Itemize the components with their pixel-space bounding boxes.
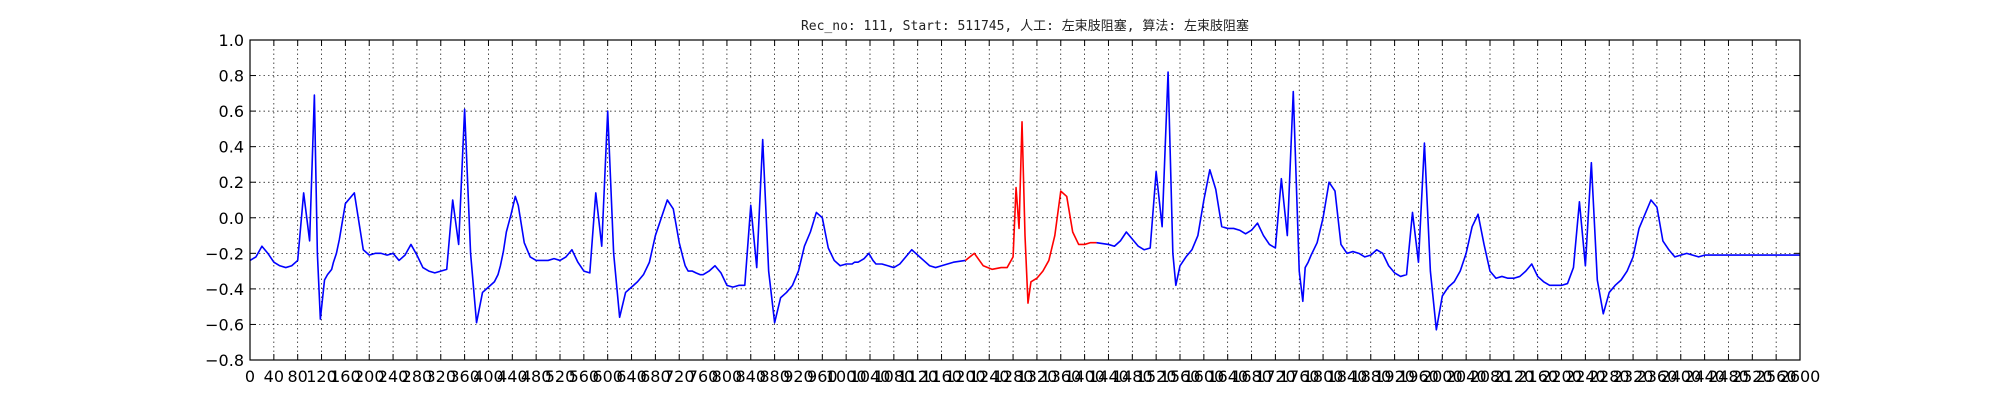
x-tick-label: 80 [288, 367, 308, 386]
x-tick-label: 240 [378, 367, 409, 386]
x-tick-label: 1520 [1136, 367, 1177, 386]
x-tick-label: 800 [712, 367, 743, 386]
x-tick-label: 1240 [969, 367, 1010, 386]
x-tick-label: 1000 [826, 367, 867, 386]
x-tick-label: 760 [688, 367, 719, 386]
x-tick-label: 0 [245, 367, 255, 386]
x-tick-label: 1080 [873, 367, 914, 386]
x-tick-label: 2160 [1517, 367, 1558, 386]
x-tick-label: 2040 [1446, 367, 1487, 386]
x-tick-label: 840 [735, 367, 766, 386]
y-axis-ticks: −0.8 −0.6 −0.4 −0.2 0.0 0.2 0.4 0.6 0.8 1.0 [205, 31, 244, 370]
x-tick-label: 1440 [1088, 367, 1129, 386]
x-tick-label: 1840 [1327, 367, 1368, 386]
y-tick-label: −0.2 [205, 244, 244, 263]
ecg-series-line-1 [249, 94, 966, 324]
x-tick-label: 680 [640, 367, 671, 386]
x-tick-label: 640 [616, 367, 647, 386]
x-tick-label: 2600 [1780, 367, 1821, 386]
x-tick-label: 2000 [1422, 367, 1463, 386]
x-tick-label: 320 [425, 367, 456, 386]
x-tick-label: 560 [569, 367, 600, 386]
y-tick-label: −0.8 [205, 351, 244, 370]
x-tick-label: 1560 [1160, 367, 1201, 386]
x-tick-label: 1920 [1374, 367, 1415, 386]
plot-frame [249, 39, 1801, 361]
y-tick-label: −0.4 [205, 280, 244, 299]
x-tick-label: 2120 [1493, 367, 1534, 386]
y-tick-label: 0.4 [219, 138, 244, 157]
x-tick-label: 2320 [1613, 367, 1654, 386]
series-lines [249, 71, 1800, 331]
x-tick-label: 2240 [1565, 367, 1606, 386]
x-tick-label: 2400 [1660, 367, 1701, 386]
x-tick-label: 1800 [1303, 367, 1344, 386]
x-tick-label: 1680 [1231, 367, 1272, 386]
x-tick-label: 1480 [1112, 367, 1153, 386]
x-tick-label: 40 [264, 367, 284, 386]
x-tick-label: 1400 [1064, 367, 1105, 386]
chart-title: Rec_no: 111, Start: 511745, 人工: 左束肢阻塞, 算… [801, 18, 1249, 34]
x-tick-label: 2360 [1637, 367, 1678, 386]
x-tick-label: 1640 [1207, 367, 1248, 386]
y-tick-label: 0.6 [219, 102, 244, 121]
x-tick-label: 960 [807, 367, 838, 386]
x-tick-label: 1720 [1255, 367, 1296, 386]
x-tick-label: 1360 [1040, 367, 1081, 386]
x-tick-label: 2200 [1541, 367, 1582, 386]
ecg-series-line-2 [964, 120, 1097, 304]
x-tick-label: 1200 [945, 367, 986, 386]
y-tick-label: −0.6 [205, 315, 244, 334]
x-tick-label: 1760 [1279, 367, 1320, 386]
x-tick-label: 2280 [1589, 367, 1630, 386]
x-tick-label: 1160 [921, 367, 962, 386]
x-tick-label: 2080 [1470, 367, 1511, 386]
x-tick-label: 160 [330, 367, 361, 386]
x-tick-label: 480 [521, 367, 552, 386]
y-tick-label: 1.0 [219, 31, 244, 50]
axes [249, 39, 1801, 361]
x-tick-label: 1120 [897, 367, 938, 386]
x-tick-label: 1280 [993, 367, 1034, 386]
x-tick-label: 2560 [1756, 367, 1797, 386]
x-tick-label: 1040 [850, 367, 891, 386]
x-tick-label: 1600 [1183, 367, 1224, 386]
grid-lines [249, 39, 1801, 361]
x-tick-label: 880 [759, 367, 790, 386]
y-tick-label: 0.0 [219, 209, 244, 228]
y-tick-label: 0.2 [219, 173, 244, 192]
x-tick-label: 2440 [1684, 367, 1725, 386]
y-tick-label: 0.8 [219, 67, 244, 86]
x-tick-label: 280 [402, 367, 433, 386]
x-tick-label: 920 [783, 367, 814, 386]
x-tick-label: 520 [545, 367, 576, 386]
x-tick-label: 2480 [1708, 367, 1749, 386]
x-axis-ticks: 0 40 8012016020024028032036040044048052056… [245, 367, 1820, 386]
x-tick-label: 440 [497, 367, 528, 386]
ecg-series-line-3 [1096, 71, 1800, 331]
x-tick-label: 360 [449, 367, 480, 386]
x-tick-label: 120 [306, 367, 337, 386]
x-tick-label: 1960 [1398, 367, 1439, 386]
x-tick-label: 1880 [1350, 367, 1391, 386]
x-tick-label: 1320 [1017, 367, 1058, 386]
x-tick-label: 2520 [1732, 367, 1773, 386]
x-tick-label: 400 [473, 367, 504, 386]
x-tick-label: 600 [592, 367, 623, 386]
x-tick-label: 720 [664, 367, 695, 386]
x-tick-label: 200 [354, 367, 385, 386]
